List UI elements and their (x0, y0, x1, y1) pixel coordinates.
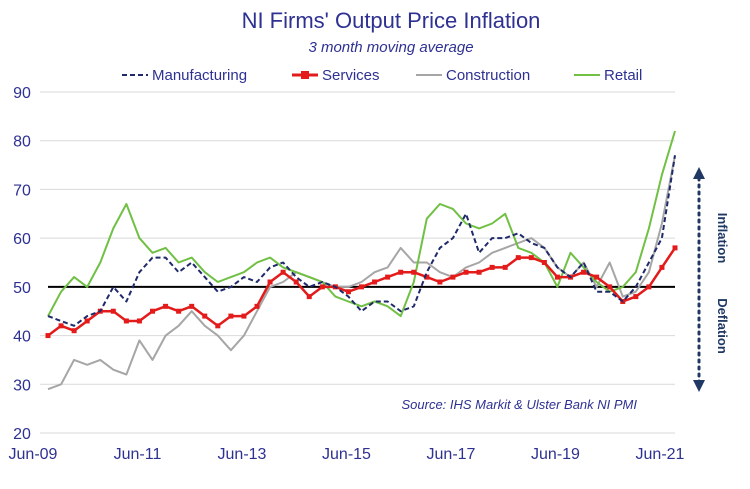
services-data-point (528, 255, 534, 261)
services-data-point (306, 294, 312, 300)
services-data-point (176, 308, 182, 314)
services-legend-label: Services (322, 67, 380, 84)
construction-legend-label: Construction (446, 67, 530, 84)
services-data-point (411, 269, 417, 275)
up-arrow-icon (693, 167, 705, 179)
y-tick-label: 30 (13, 377, 31, 394)
y-tick-label: 70 (13, 182, 31, 199)
services-data-point (293, 279, 299, 285)
services-data-point (672, 245, 678, 251)
services-data-point (659, 264, 665, 270)
services-data-point (241, 313, 247, 319)
services-data-point (554, 274, 560, 280)
x-tick-label: Jun-15 (322, 446, 371, 463)
services-data-point (58, 323, 64, 329)
services-data-point (215, 323, 221, 329)
services-data-point (163, 303, 169, 309)
services-data-point (385, 274, 391, 280)
services-data-point (84, 318, 90, 324)
services-data-point (646, 284, 652, 290)
source-note: Source: IHS Markit & Ulster Bank NI PMI (401, 397, 637, 412)
x-tick-label: Jun-11 (114, 446, 162, 463)
y-tick-label: 50 (13, 280, 31, 297)
retail-legend-label: Retail (604, 67, 642, 84)
services-data-point (319, 284, 325, 290)
services-data-point (515, 255, 521, 261)
chart-legend: Manufacturing Services Construction Retail (122, 67, 642, 84)
chart-subtitle: 3 month moving average (308, 39, 473, 56)
services-data-point (398, 269, 404, 275)
services-data-point (372, 279, 378, 285)
x-tick-label: Jun-19 (531, 446, 580, 463)
services-series-line (47, 247, 677, 337)
y-tick-label: 60 (13, 231, 31, 248)
services-data-point (71, 328, 77, 334)
chart-title: NI Firms' Output Price Inflation (242, 8, 541, 33)
down-arrow-icon (693, 380, 705, 392)
y-axis: 20 30 40 50 60 70 80 90 (13, 85, 31, 443)
inflation-label: Inflation (715, 213, 730, 264)
services-data-point (45, 333, 51, 339)
services-data-point (502, 264, 508, 270)
services-data-point (123, 318, 129, 324)
y-tick-label: 40 (13, 329, 31, 346)
services-data-point (541, 260, 547, 265)
services-data-point (110, 308, 116, 314)
services-data-point (607, 284, 613, 290)
manufacturing-series-line (47, 155, 676, 327)
services-data-point (594, 274, 600, 280)
services-data-point (581, 269, 587, 275)
services-data-point (633, 294, 639, 300)
x-tick-label: Jun-17 (427, 446, 476, 463)
services-data-point (437, 279, 443, 285)
x-axis: Jun-09 Jun-11 Jun-13 Jun-15 Jun-17 Jun-19 Jun-… (9, 446, 685, 463)
y-tick-label: 90 (13, 85, 31, 102)
services-data-point (228, 313, 234, 319)
x-tick-label: Jun-09 (9, 446, 58, 463)
retail-series-line (47, 130, 676, 318)
services-legend-marker (301, 71, 309, 79)
services-data-point (280, 269, 286, 275)
series-lines (45, 130, 678, 391)
services-data-point (359, 284, 364, 290)
services-data-point (345, 289, 351, 295)
services-data-point (424, 274, 430, 280)
gridlines (40, 91, 675, 434)
services-data-point (202, 313, 208, 319)
services-data-point (489, 264, 495, 270)
deflation-label: Deflation (715, 298, 730, 354)
services-data-point (476, 269, 482, 275)
y-tick-label: 80 (13, 134, 31, 151)
services-data-point (254, 303, 260, 309)
x-tick-label: Jun-13 (218, 446, 267, 463)
services-data-point (136, 318, 142, 324)
manufacturing-legend-label: Manufacturing (152, 67, 247, 84)
y-tick-label: 20 (13, 426, 31, 443)
inflation-deflation-indicator: Inflation Deflation (693, 167, 730, 392)
services-data-point (450, 274, 456, 280)
services-data-point (267, 279, 273, 285)
services-data-point (150, 308, 155, 314)
x-tick-label: Jun-21 (636, 446, 685, 463)
services-data-point (463, 269, 469, 275)
services-data-point (189, 303, 195, 309)
